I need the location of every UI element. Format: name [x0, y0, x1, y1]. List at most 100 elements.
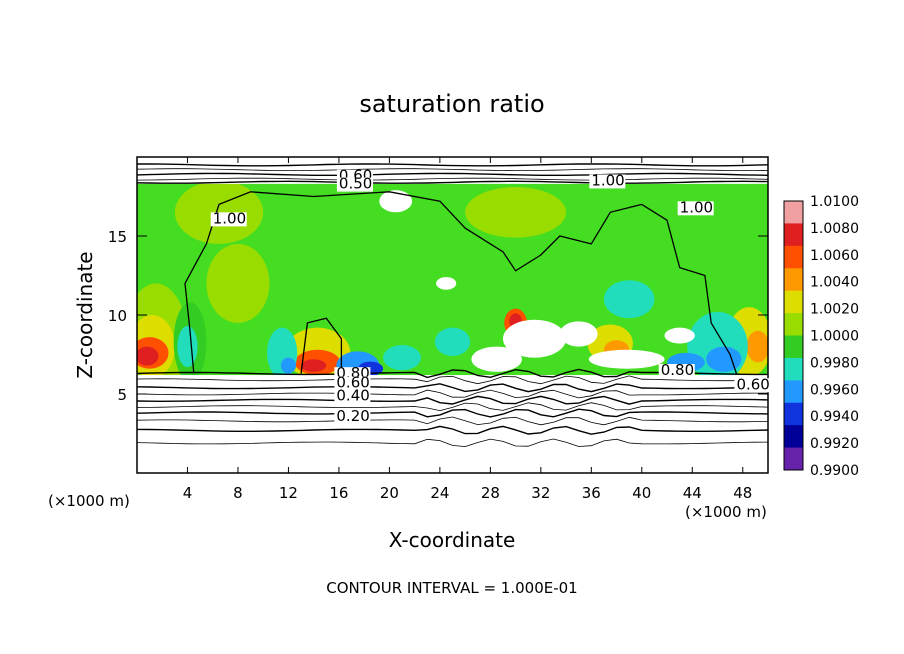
- colorbar-swatch: [784, 245, 803, 269]
- x-tick-label: 48: [733, 484, 752, 502]
- plot-area: [137, 157, 768, 473]
- field-patch: [280, 357, 297, 374]
- contour-line: [137, 177, 768, 181]
- field-patch: [177, 326, 198, 368]
- unsaturated-patch: [436, 277, 457, 290]
- field-patch: [206, 243, 270, 323]
- contour-label: 0.60: [736, 375, 769, 393]
- contour-label: 1.00: [591, 171, 624, 189]
- colorbar-swatch: [784, 357, 803, 381]
- colorbar-swatch: [784, 335, 803, 359]
- contour-line: [137, 375, 768, 385]
- colorbar-label: 0.9940: [810, 409, 859, 425]
- colorbar-swatch: [784, 268, 803, 292]
- contour-label-bg: [734, 378, 771, 393]
- colorbar-swatch: [784, 447, 803, 471]
- contour-label-bg: [677, 201, 714, 216]
- contour-line: [137, 383, 768, 393]
- unsaturated-patch: [502, 319, 567, 358]
- field-patch: [434, 327, 471, 357]
- colorbar-swatch: [784, 380, 803, 404]
- unsaturated-patch: [379, 190, 413, 213]
- contour-line: [137, 163, 768, 167]
- colorbar-swatch: [784, 425, 803, 449]
- y-axis-title: Z-coordinate: [73, 251, 97, 378]
- contour-label-bg: [210, 212, 247, 227]
- x-tick-label: 28: [481, 484, 500, 502]
- unsaturated-upper-region: [137, 157, 768, 184]
- y-tick-label: 15: [108, 228, 127, 246]
- contour-line: [137, 168, 768, 172]
- field-patch: [174, 180, 264, 244]
- contour-label: 0.20: [336, 407, 369, 425]
- colorbar-label: 0.9900: [810, 463, 859, 479]
- colorbar-swatch: [784, 402, 803, 426]
- contour-line: [137, 438, 768, 448]
- contour-label: 0.40: [336, 386, 369, 404]
- x-axis-title: X-coordinate: [389, 528, 516, 552]
- contour-label: 0.80: [661, 361, 694, 379]
- x-tick-label: 24: [430, 484, 449, 502]
- colorbar-label: 1.0040: [810, 275, 859, 291]
- unsaturated-patch: [664, 327, 695, 344]
- x-tick-label: 32: [531, 484, 550, 502]
- contour-label-bg: [658, 364, 695, 379]
- contour-label: 0.60: [336, 374, 369, 392]
- colorbar-label: 1.0020: [810, 302, 859, 318]
- contour-line: [137, 172, 768, 176]
- unsaturated-lower-region: [137, 375, 768, 473]
- colorbar-label: 1.0080: [810, 221, 859, 237]
- x-tick-label: 8: [233, 484, 243, 502]
- contour-label: 1.00: [680, 198, 713, 216]
- colorbar-label: 1.0000: [810, 329, 859, 345]
- colorbar-label: 0.9960: [810, 382, 859, 398]
- colorbar: 1.0100 1.0080 1.0060 1.0040 1.0020 1.0000 0.99…: [783, 194, 859, 479]
- field-patch: [137, 346, 159, 366]
- colorbar-swatch: [784, 223, 803, 247]
- unsaturated-patch: [471, 346, 522, 372]
- y-tick-label: 10: [108, 307, 127, 325]
- contour-line: [137, 389, 768, 399]
- field-patch: [301, 359, 327, 372]
- chart-title: saturation ratio: [359, 90, 544, 118]
- colorbar-label: 0.9920: [810, 436, 859, 452]
- colorbar-swatch: [784, 290, 803, 314]
- y-tick-label: 5: [117, 386, 127, 404]
- contour-label-bg: [334, 409, 371, 424]
- colorbar-frame: [783, 200, 804, 471]
- field-patch: [706, 346, 742, 372]
- x-tick-label: 36: [582, 484, 601, 502]
- colorbar-label: 1.0060: [810, 248, 859, 264]
- colorbar-swatch: [784, 201, 803, 224]
- x-unit-left: (×1000 m): [48, 492, 130, 510]
- field-patch: [603, 280, 655, 319]
- contour-line: [137, 408, 768, 418]
- contour-label-bg: [334, 376, 371, 391]
- contour-line: [137, 180, 768, 184]
- x-tick-label: 12: [279, 484, 298, 502]
- contour-line: [137, 395, 768, 405]
- contour-line: [300, 317, 343, 374]
- contour-line: [137, 402, 768, 412]
- contour-label: 0.50: [339, 175, 372, 193]
- x-tick-label: 44: [683, 484, 702, 502]
- colorbar-label: 0.9980: [810, 355, 859, 371]
- contour-label: 1.00: [213, 209, 246, 227]
- contour-line: [137, 425, 768, 435]
- field-patch: [383, 345, 421, 371]
- x-tick-label: 20: [380, 484, 399, 502]
- unsaturated-patch: [588, 349, 665, 369]
- contour-label-bg: [336, 177, 373, 192]
- field-patch: [465, 187, 567, 238]
- x-tick-label: 16: [329, 484, 348, 502]
- contour-line: [137, 416, 768, 426]
- field-patch: [746, 330, 768, 363]
- unsaturated-patch: [559, 321, 598, 347]
- contour-label-bg: [589, 174, 626, 189]
- contour-label-bg: [334, 389, 371, 404]
- x-tick-label: 4: [183, 484, 193, 502]
- contour-interval-note: CONTOUR INTERVAL = 1.000E-01: [326, 579, 577, 597]
- x-unit-right: (×1000 m): [685, 503, 767, 521]
- x-tick-label: 40: [632, 484, 651, 502]
